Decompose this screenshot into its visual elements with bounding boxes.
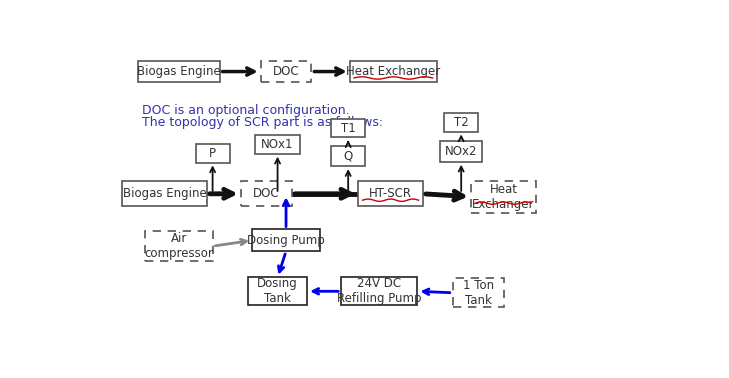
Text: P: P (209, 147, 216, 160)
FancyBboxPatch shape (331, 146, 365, 166)
FancyBboxPatch shape (252, 229, 320, 251)
FancyBboxPatch shape (195, 144, 230, 163)
FancyBboxPatch shape (471, 181, 536, 213)
Text: Biogas Engine: Biogas Engine (122, 187, 206, 200)
Text: Dosing
Tank: Dosing Tank (257, 277, 298, 305)
FancyBboxPatch shape (261, 60, 311, 82)
Text: 1 Ton
Tank: 1 Ton Tank (463, 279, 494, 307)
FancyBboxPatch shape (358, 181, 423, 206)
Text: 24V DC
Refilling Pump: 24V DC Refilling Pump (337, 277, 421, 305)
FancyBboxPatch shape (122, 181, 207, 206)
Text: DOC: DOC (273, 65, 300, 78)
FancyBboxPatch shape (453, 278, 504, 307)
FancyBboxPatch shape (444, 113, 478, 132)
FancyBboxPatch shape (138, 60, 219, 82)
Text: NOx1: NOx1 (261, 138, 294, 151)
Text: Q: Q (343, 149, 353, 163)
FancyBboxPatch shape (145, 231, 213, 262)
FancyBboxPatch shape (248, 277, 307, 305)
Text: Dosing Pump: Dosing Pump (247, 234, 325, 247)
FancyBboxPatch shape (341, 277, 418, 305)
Text: The topology of SCR part is as follows:: The topology of SCR part is as follows: (142, 116, 383, 129)
Text: NOx2: NOx2 (445, 145, 477, 158)
FancyBboxPatch shape (350, 60, 437, 82)
Text: T2: T2 (454, 116, 469, 129)
Text: T1: T1 (341, 122, 356, 135)
FancyBboxPatch shape (331, 119, 365, 137)
Text: Heat Exchanger: Heat Exchanger (346, 65, 440, 78)
FancyBboxPatch shape (440, 141, 483, 162)
Text: DOC is an optional configuration.: DOC is an optional configuration. (142, 104, 350, 117)
FancyBboxPatch shape (241, 181, 292, 206)
Text: Air
compressor: Air compressor (144, 232, 213, 260)
Text: Biogas Engine: Biogas Engine (137, 65, 221, 78)
Text: DOC: DOC (253, 187, 280, 200)
FancyBboxPatch shape (255, 135, 300, 154)
Text: HT-SCR: HT-SCR (369, 187, 412, 200)
Text: Heat
Exchanger: Heat Exchanger (472, 183, 535, 211)
